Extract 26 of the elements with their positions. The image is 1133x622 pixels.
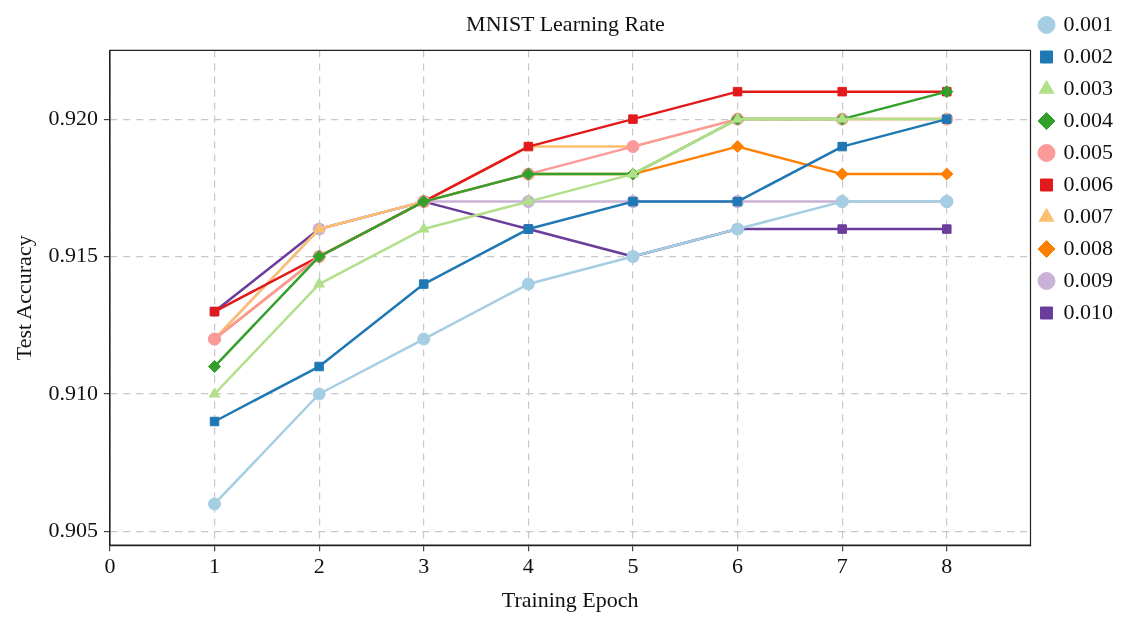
x-tick-label: 5 [627, 553, 639, 579]
y-axis-title: Test Accuracy [10, 235, 36, 361]
x-tick-label: 0 [104, 553, 116, 579]
y-tick-label: 0.920 [48, 104, 98, 130]
legend-label: 0.002 [1063, 42, 1113, 68]
chart-title: MNIST Learning Rate [466, 10, 665, 36]
y-tick-label: 0.915 [48, 242, 98, 268]
legend-label: 0.005 [1063, 138, 1113, 164]
legend-label: 0.001 [1063, 10, 1113, 36]
y-tick-label: 0.905 [48, 517, 98, 543]
legend-label: 0.009 [1063, 266, 1113, 292]
legend-label: 0.004 [1063, 106, 1113, 132]
x-tick-label: 3 [418, 553, 430, 579]
legend-label: 0.006 [1063, 170, 1113, 196]
legend-label: 0.007 [1063, 202, 1113, 228]
x-axis-title: Training Epoch [501, 586, 639, 612]
legend-label: 0.008 [1063, 234, 1113, 260]
y-tick-label: 0.910 [48, 379, 98, 405]
legend-label: 0.003 [1063, 74, 1113, 100]
x-tick-label: 8 [941, 553, 953, 579]
x-tick-label: 7 [836, 553, 848, 579]
x-tick-label: 6 [732, 553, 744, 579]
legend-label: 0.010 [1063, 298, 1113, 324]
x-tick-label: 2 [313, 553, 325, 579]
x-tick-label: 4 [522, 553, 534, 579]
x-tick-label: 1 [209, 553, 221, 579]
